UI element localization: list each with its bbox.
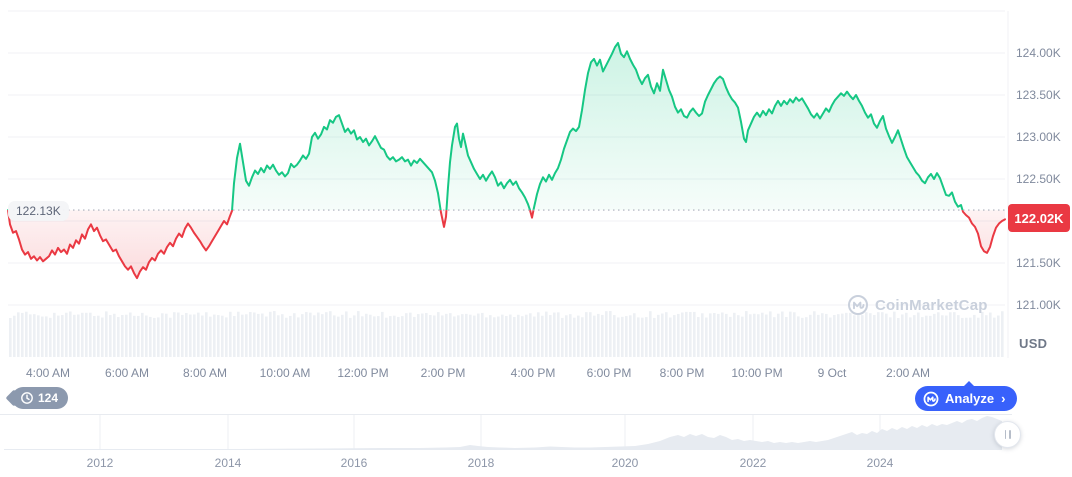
y-axis-tick-label: 123.50K [1016, 88, 1061, 102]
timeline-year-label: 2016 [340, 456, 368, 470]
x-axis-tick-label: 4:00 PM [510, 366, 556, 380]
x-axis-tick-label: 2:00 AM [885, 366, 931, 380]
x-axis-tick-label: 2:00 PM [420, 366, 466, 380]
x-axis-tick-label: 6:00 PM [586, 366, 632, 380]
analyze-label: Analyze [945, 391, 995, 406]
x-axis-tick-label: 10:00 AM [259, 366, 311, 380]
x-axis-tick-label: 8:00 PM [659, 366, 705, 380]
price-chart-canvas[interactable] [0, 0, 1072, 410]
y-axis-tick-label: 124.00K [1016, 46, 1061, 60]
grip-line [1004, 430, 1006, 439]
y-axis-unit-label: USD [1019, 336, 1048, 351]
history-clock-icon [21, 392, 33, 404]
timeline-year-label: 2024 [866, 456, 894, 470]
y-axis-tick-label: 121.50K [1016, 256, 1061, 270]
x-axis-tick-label: 9 Oct [817, 366, 847, 380]
timeline-year-label: 2014 [214, 456, 242, 470]
timeline-year-label: 2018 [467, 456, 495, 470]
timeline-year-label: 2020 [611, 456, 639, 470]
y-axis-tick-label: 123.00K [1016, 130, 1061, 144]
x-axis-tick-label: 4:00 AM [25, 366, 71, 380]
current-price-badge: 122.02K [1008, 204, 1070, 232]
range-slider-handle[interactable] [994, 421, 1021, 448]
x-axis-tick-label: 10:00 PM [731, 366, 783, 380]
timeline-year-label: 2022 [739, 456, 767, 470]
y-axis-tick-label: 122.50K [1016, 172, 1061, 186]
timeline-minimap[interactable] [0, 410, 1072, 455]
analyze-cmc-icon [923, 391, 939, 406]
baseline-price-label: 122.13K [8, 201, 69, 221]
history-count: 124 [38, 391, 59, 405]
y-axis-tick-label: 121.00K [1016, 298, 1061, 312]
x-axis-tick-label: 8:00 AM [182, 366, 228, 380]
grip-line [1009, 430, 1011, 439]
history-count-badge[interactable]: 124 [12, 387, 69, 409]
chevron-right-icon: › [1001, 391, 1006, 406]
timeline-year-label: 2012 [86, 456, 114, 470]
analyze-button[interactable]: Analyze › [915, 381, 1018, 411]
x-axis-tick-label: 6:00 AM [104, 366, 150, 380]
x-axis-tick-label: 12:00 PM [337, 366, 389, 380]
